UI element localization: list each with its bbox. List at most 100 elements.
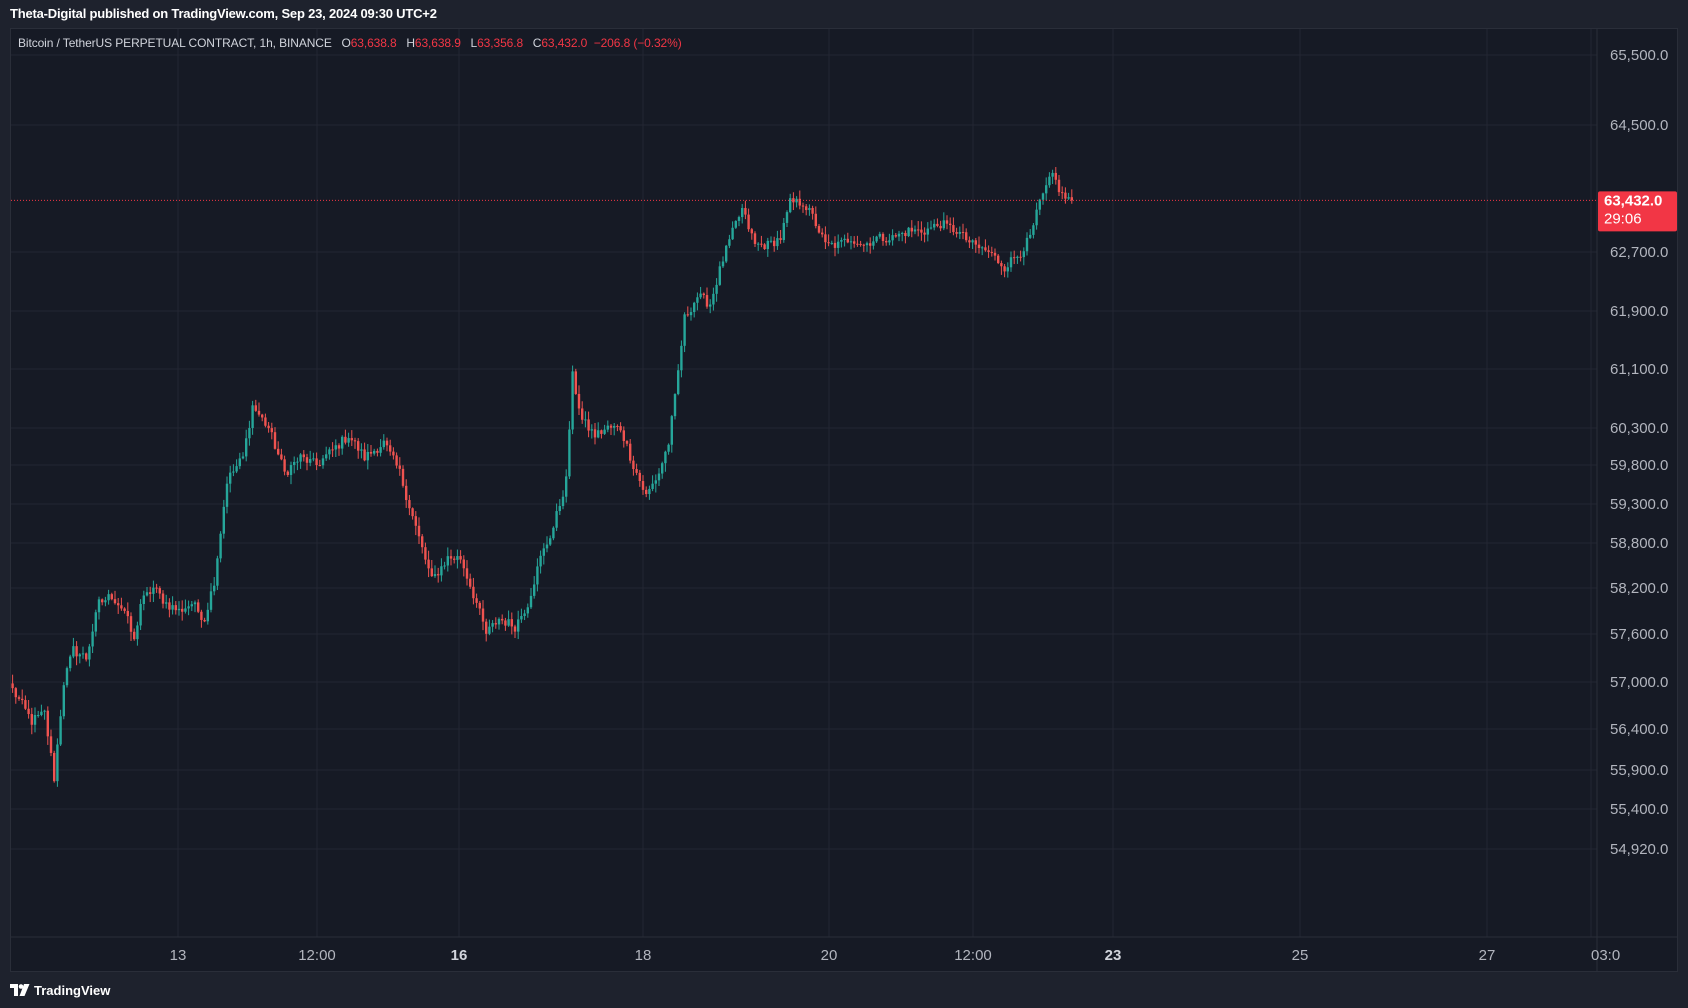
candle-body — [677, 370, 680, 395]
time-tick-label: 20 — [821, 947, 838, 964]
candle-body — [801, 205, 805, 207]
candle-body — [699, 293, 702, 298]
candle-body — [901, 232, 904, 234]
candle-body — [277, 448, 280, 455]
candle-body — [190, 604, 193, 607]
candle-body — [136, 625, 139, 640]
candle-body — [497, 618, 501, 625]
candle-body — [289, 465, 293, 475]
candle-body — [571, 371, 574, 430]
candle-body — [718, 266, 721, 285]
candle-body — [824, 234, 827, 243]
footer-brand[interactable]: TradingView — [0, 972, 1688, 1008]
candle-body — [85, 653, 88, 660]
candle-body — [632, 460, 635, 470]
candle-body — [1070, 197, 1073, 201]
grid-lines — [11, 29, 1597, 937]
candle-body — [453, 558, 456, 560]
candle-body — [21, 698, 24, 701]
candle-body — [37, 714, 40, 716]
candle-body — [1064, 192, 1067, 199]
candle-body — [702, 293, 705, 296]
candle-body — [1067, 197, 1070, 199]
candle-body — [782, 222, 785, 240]
price-tick-label: 65,500.0 — [1610, 47, 1668, 64]
candle-body — [625, 441, 629, 444]
candle-body — [597, 430, 600, 438]
candle-body — [734, 220, 737, 228]
symbol-legend: Bitcoin / TetherUS PERPETUAL CONTRACT, 1… — [18, 34, 682, 52]
candle-body — [683, 314, 686, 346]
candle-body — [245, 438, 248, 457]
candle-body — [875, 236, 878, 242]
time-axis[interactable]: 13 12:00 16 18 20 12:00 23 25 27 03:0 — [170, 947, 1621, 964]
candle-body — [814, 213, 817, 227]
candle-body — [184, 608, 187, 612]
price-axis[interactable]: 65,500.0 64,500.0 62,700.0 61,900.0 61,100.0… — [1610, 47, 1668, 858]
candle-body — [1009, 257, 1013, 268]
price-tick-label: 58,800.0 — [1610, 535, 1668, 552]
candle-body — [574, 371, 577, 394]
candles-group — [11, 167, 1073, 787]
candle-body — [251, 405, 254, 429]
candle-body — [603, 429, 606, 434]
candle-body — [955, 232, 958, 234]
candle-body — [206, 609, 209, 622]
candle-body — [238, 458, 241, 467]
candle-body — [254, 405, 257, 411]
price-tick-label: 61,100.0 — [1610, 361, 1668, 378]
candle-body — [942, 220, 945, 229]
candle-body — [1057, 179, 1061, 193]
price-tick-label: 64,500.0 — [1610, 117, 1668, 134]
candle-body — [517, 619, 520, 632]
price-tick-label: 57,000.0 — [1610, 674, 1668, 691]
candle-body — [325, 454, 328, 459]
footer-brand-text: TradingView — [34, 982, 111, 998]
candle-body — [27, 708, 30, 715]
candle-body — [613, 425, 616, 428]
price-chart[interactable]: 65,500.0 64,500.0 62,700.0 61,900.0 61,100.0… — [11, 29, 1677, 971]
candle-body — [273, 432, 277, 449]
candle-body — [46, 710, 49, 737]
candle-body — [1054, 172, 1057, 180]
candle-body — [833, 242, 837, 248]
candle-body — [456, 556, 459, 560]
candle-body — [785, 212, 789, 223]
candle-body — [840, 239, 843, 242]
candle-body — [366, 451, 369, 461]
candle-body — [760, 243, 763, 245]
candle-body — [750, 229, 753, 234]
candle-body — [878, 233, 881, 237]
candle-body — [805, 206, 808, 211]
symbol-name[interactable]: Bitcoin / TetherUS PERPETUAL CONTRACT, 1… — [18, 36, 332, 50]
candle-body — [286, 471, 289, 475]
candle-body — [510, 619, 513, 627]
candle-body — [587, 419, 590, 431]
time-tick-label: 18 — [635, 947, 652, 964]
candle-body — [645, 489, 648, 495]
candle-body — [577, 393, 581, 409]
candle-body — [686, 314, 689, 316]
chart-pane[interactable]: 65,500.0 64,500.0 62,700.0 61,900.0 61,100.0… — [10, 28, 1678, 972]
candle-body — [40, 711, 43, 715]
candle-body — [843, 238, 846, 240]
candle-body — [664, 451, 667, 464]
candle-body — [433, 574, 437, 577]
candle-body — [1032, 225, 1035, 235]
candle-body — [885, 240, 888, 243]
candle-body — [62, 685, 65, 717]
candle-body — [757, 243, 760, 245]
candle-body — [609, 425, 613, 428]
candle-body — [328, 449, 331, 455]
candle-body — [149, 592, 152, 594]
candle-body — [485, 621, 488, 634]
candle-body — [139, 604, 142, 626]
candle-body — [673, 394, 677, 417]
candle-body — [72, 646, 75, 657]
candle-body — [392, 451, 395, 456]
candle-body — [312, 458, 315, 460]
publication-info: Theta-Digital published on TradingView.c… — [10, 6, 437, 21]
change-value: −206.8 (−0.32%) — [593, 36, 682, 50]
candle-body — [347, 438, 350, 443]
candle-body — [293, 461, 296, 466]
